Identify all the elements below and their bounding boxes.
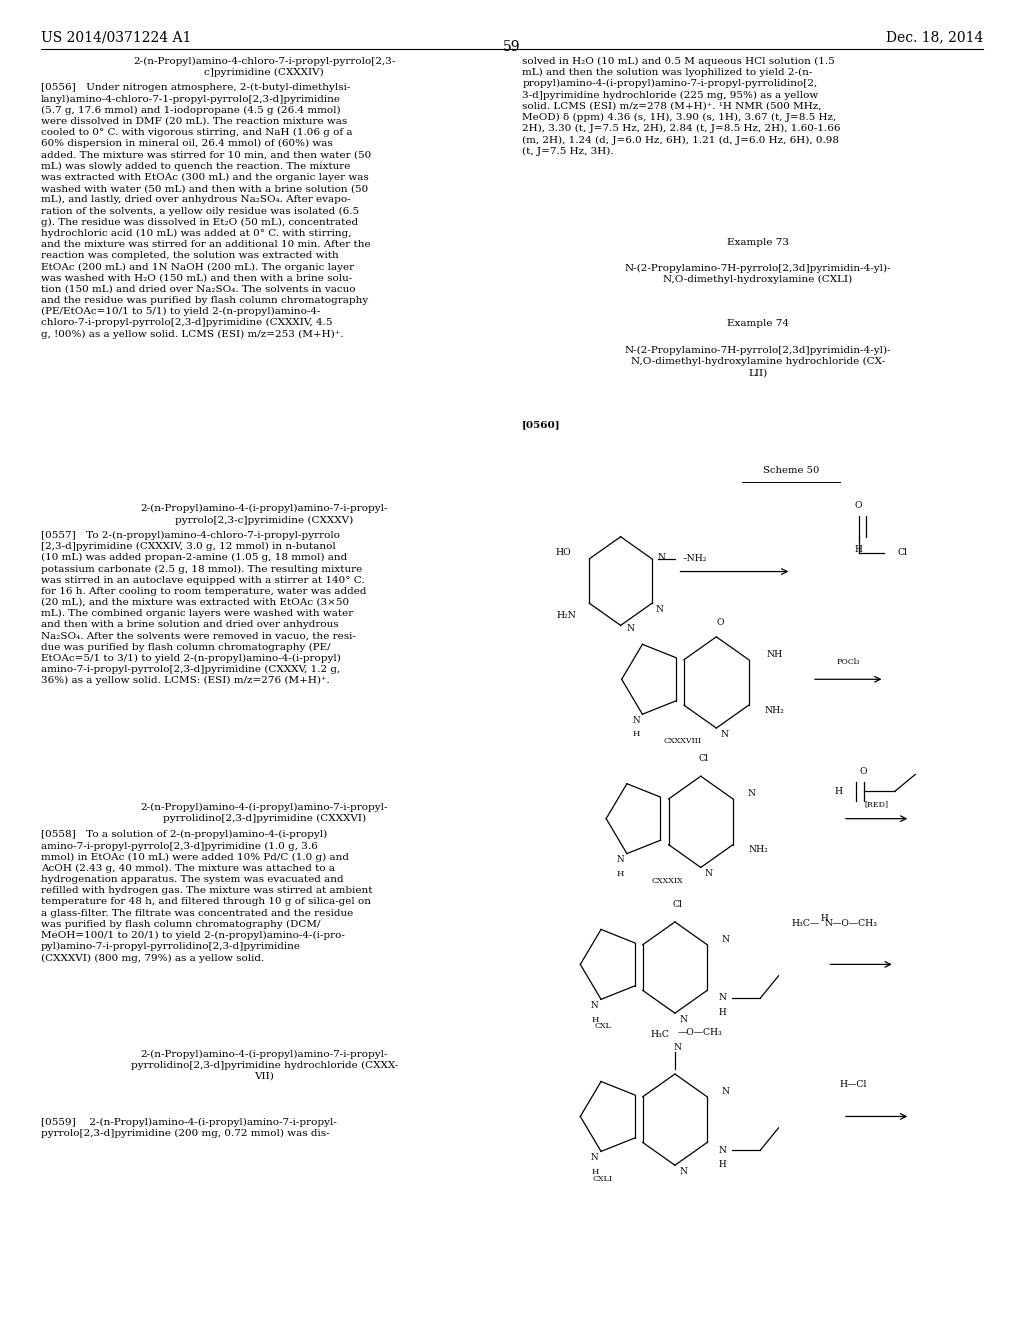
Text: N: N xyxy=(722,1088,730,1096)
Text: [0556] Under nitrogen atmosphere, 2-(t-butyl-dimethylsi-
lanyl)amino-4-chloro-7-: [0556] Under nitrogen atmosphere, 2-(t-b… xyxy=(41,83,372,339)
Text: Example 73: Example 73 xyxy=(727,238,788,247)
Text: Scheme 50: Scheme 50 xyxy=(763,466,819,475)
Text: NH₂: NH₂ xyxy=(749,845,768,854)
Text: solved in H₂O (10 mL) and 0.5 M aqueous HCl solution (1.5
mL) and then the solut: solved in H₂O (10 mL) and 0.5 M aqueous … xyxy=(522,57,841,156)
Text: H: H xyxy=(719,1160,726,1170)
Text: H₂N: H₂N xyxy=(556,611,577,620)
Text: [0557] To 2-(n-propyl)amino-4-chloro-7-i-propyl-pyrrolo
[2,3-d]pyrimidine (CXXXI: [0557] To 2-(n-propyl)amino-4-chloro-7-i… xyxy=(41,531,367,685)
Text: CXLI: CXLI xyxy=(593,1175,612,1183)
Text: [0560]: [0560] xyxy=(522,420,561,429)
Text: N: N xyxy=(627,624,635,634)
Text: 2-(n-Propyl)amino-4-(i-propyl)amino-7-i-propyl-
pyrrolidino[2,3-d]pyrimidine hyd: 2-(n-Propyl)amino-4-(i-propyl)amino-7-i-… xyxy=(130,1049,398,1081)
Text: –NH₂: –NH₂ xyxy=(683,554,708,564)
Text: US 2014/0371224 A1: US 2014/0371224 A1 xyxy=(41,30,191,45)
Text: N: N xyxy=(722,935,730,944)
Text: H—Cl: H—Cl xyxy=(840,1080,867,1089)
Text: CXL: CXL xyxy=(594,1023,611,1031)
Text: [0558] To a solution of 2-(n-propyl)amino-4-(i-propyl)
amino-7-i-propyl-pyrrolo[: [0558] To a solution of 2-(n-propyl)amin… xyxy=(41,830,373,962)
Text: [0559]  2-(n-Propyl)amino-4-(i-propyl)amino-7-i-propyl-
pyrrolo[2,3-d]pyrimidine: [0559] 2-(n-Propyl)amino-4-(i-propyl)ami… xyxy=(41,1118,337,1138)
Text: 59: 59 xyxy=(503,40,521,54)
Text: N: N xyxy=(719,994,727,1002)
Text: N—O—CH₃: N—O—CH₃ xyxy=(825,919,878,928)
Text: Cl: Cl xyxy=(897,548,907,557)
Text: H₃C: H₃C xyxy=(651,1030,670,1039)
Text: Dec. 18, 2014: Dec. 18, 2014 xyxy=(886,30,983,45)
Text: N-(2-Propylamino-7H-pyrrolo[2,3d]pyrimidin-4-yl)-
N,O-dimethyl-hydroxylamine hyd: N-(2-Propylamino-7H-pyrrolo[2,3d]pyrimid… xyxy=(625,346,891,378)
Text: N-(2-Propylamino-7H-pyrrolo[2,3d]pyrimidin-4-yl)-
N,O-dimethyl-hydroxylamine (CX: N-(2-Propylamino-7H-pyrrolo[2,3d]pyrimid… xyxy=(625,264,891,284)
Text: N: N xyxy=(705,870,713,878)
Text: H: H xyxy=(616,870,625,878)
Text: N: N xyxy=(719,1146,727,1155)
Text: H₃C—: H₃C— xyxy=(792,919,820,928)
Text: O: O xyxy=(855,500,862,510)
Text: N: N xyxy=(616,855,625,865)
Text: H: H xyxy=(835,787,843,796)
Text: CXXXVIII: CXXXVIII xyxy=(664,738,701,746)
Text: NH₂: NH₂ xyxy=(764,706,784,715)
Text: —O—CH₃: —O—CH₃ xyxy=(678,1028,722,1038)
Text: [RED]: [RED] xyxy=(864,801,889,809)
Text: CXXXIX: CXXXIX xyxy=(651,876,683,884)
Text: HO: HO xyxy=(556,548,571,557)
Text: N: N xyxy=(679,1015,687,1024)
Text: H: H xyxy=(821,915,828,923)
Text: N: N xyxy=(748,789,756,799)
Text: Cl: Cl xyxy=(698,754,709,763)
Text: N: N xyxy=(655,605,664,614)
Text: 2-(n-Propyl)amino-4-chloro-7-i-propyl-pyrrolo[2,3-
c]pyrimidine (CXXXIV): 2-(n-Propyl)amino-4-chloro-7-i-propyl-py… xyxy=(133,57,395,77)
Text: N: N xyxy=(591,1154,599,1162)
Text: N: N xyxy=(679,1167,687,1176)
Text: H: H xyxy=(591,1168,598,1176)
Text: N: N xyxy=(674,1043,682,1052)
Text: POCl₃: POCl₃ xyxy=(837,657,860,665)
Text: Example 74: Example 74 xyxy=(727,319,788,329)
Text: H: H xyxy=(855,545,862,554)
Text: H: H xyxy=(633,730,640,738)
Text: N: N xyxy=(591,1001,599,1010)
Text: 2-(n-Propyl)amino-4-(i-propyl)amino-7-i-propyl-
pyrrolo[2,3-c]pyrimidine (CXXXV): 2-(n-Propyl)amino-4-(i-propyl)amino-7-i-… xyxy=(140,504,388,524)
Text: N: N xyxy=(657,553,666,562)
Text: O: O xyxy=(860,767,867,776)
Text: O: O xyxy=(717,618,724,627)
Text: NH: NH xyxy=(767,649,783,659)
Text: Cl: Cl xyxy=(673,900,683,908)
Text: 2-(n-Propyl)amino-4-(i-propyl)amino-7-i-propyl-
pyrrolidino[2,3-d]pyrimidine (CX: 2-(n-Propyl)amino-4-(i-propyl)amino-7-i-… xyxy=(140,803,388,822)
Text: N: N xyxy=(721,730,728,739)
Text: H: H xyxy=(719,1008,726,1016)
Text: H: H xyxy=(591,1015,598,1023)
Text: N: N xyxy=(633,715,640,725)
